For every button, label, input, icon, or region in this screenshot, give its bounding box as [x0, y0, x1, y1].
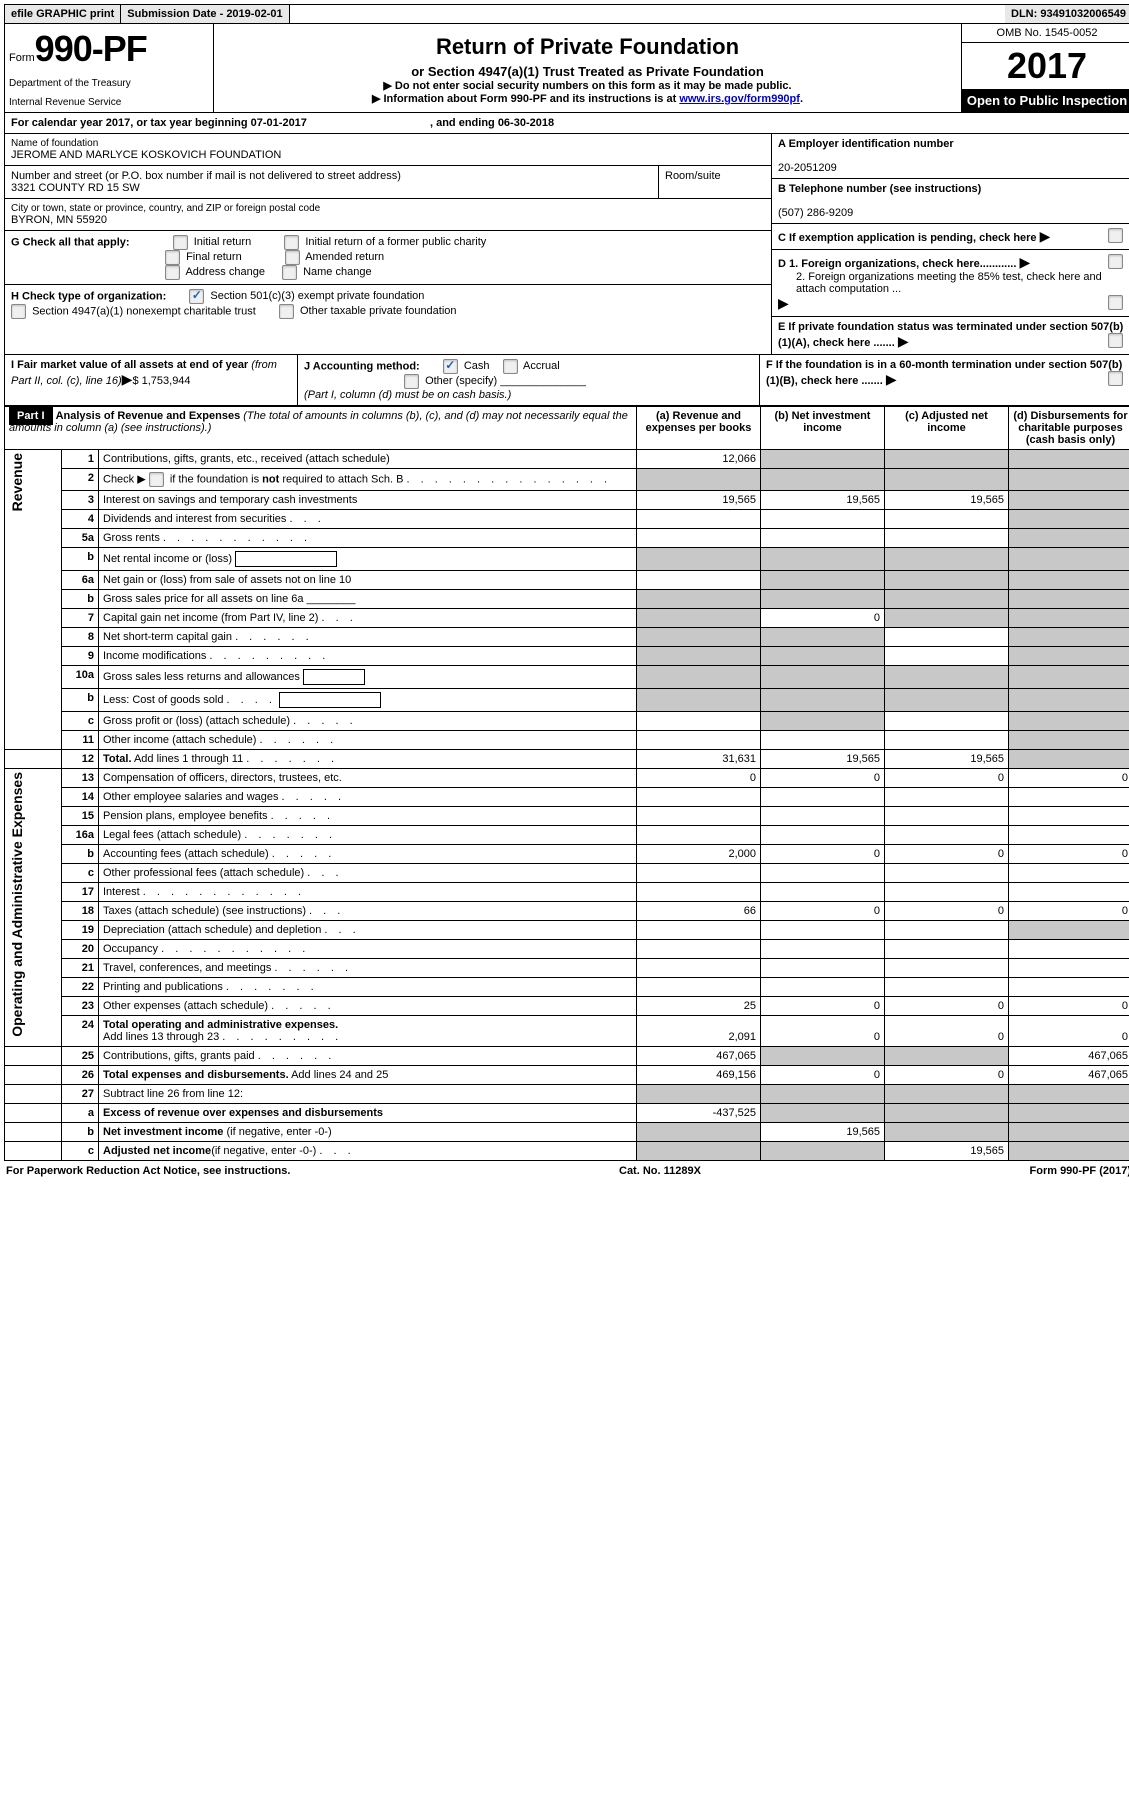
ein-cell: A Employer identification number 20-2051… — [772, 134, 1129, 179]
telephone-cell: B Telephone number (see instructions) (5… — [772, 179, 1129, 224]
foreign-85-checkbox[interactable] — [1108, 295, 1123, 310]
section-e: E If private foundation status was termi… — [772, 317, 1129, 354]
ein-value: 20-2051209 — [778, 162, 837, 174]
section-h: H Check type of organization: Section 50… — [5, 285, 771, 323]
section-i: I Fair market value of all assets at end… — [5, 355, 298, 405]
other-method-checkbox[interactable] — [404, 374, 419, 389]
form-ref: Form 990-PF (2017) — [1030, 1165, 1129, 1177]
instructions-note: ▶ Information about Form 990-PF and its … — [220, 92, 955, 105]
form-number: 990-PF — [35, 28, 147, 69]
cash-checkbox[interactable] — [443, 359, 458, 374]
initial-return-former-checkbox[interactable] — [284, 235, 299, 250]
section-f: F If the foundation is in a 60-month ter… — [760, 355, 1129, 405]
city-state-zip: BYRON, MN 55920 — [11, 214, 765, 226]
fmv-value: $ 1,753,944 — [132, 375, 190, 387]
page-footer: For Paperwork Reduction Act Notice, see … — [4, 1161, 1129, 1181]
street-address: 3321 COUNTY RD 15 SW — [11, 182, 652, 194]
part1-table: Part I Analysis of Revenue and Expenses … — [4, 406, 1129, 1161]
sch-b-checkbox[interactable] — [149, 472, 164, 487]
open-to-public: Open to Public Inspection — [962, 89, 1129, 112]
foundation-name-cell: Name of foundation JEROME AND MARLYCE KO… — [5, 134, 771, 166]
omb-number: OMB No. 1545-0052 — [962, 24, 1129, 43]
col-c-header: (c) Adjusted net income — [885, 407, 1009, 450]
info-left: Name of foundation JEROME AND MARLYCE KO… — [5, 134, 771, 354]
foundation-name: JEROME AND MARLYCE KOSKOVICH FOUNDATION — [11, 149, 765, 161]
info-right: A Employer identification number 20-2051… — [771, 134, 1129, 354]
dept-treasury: Department of the Treasury — [9, 78, 209, 89]
ssn-note: ▶ Do not enter social security numbers o… — [220, 79, 955, 92]
section-ijf: I Fair market value of all assets at end… — [4, 355, 1129, 406]
section-j: J Accounting method: Cash Accrual Other … — [298, 355, 760, 405]
4947-checkbox[interactable] — [11, 304, 26, 319]
paperwork-notice: For Paperwork Reduction Act Notice, see … — [6, 1165, 290, 1177]
cat-no: Cat. No. 11289X — [619, 1165, 701, 1177]
initial-return-checkbox[interactable] — [173, 235, 188, 250]
60month-checkbox[interactable] — [1108, 371, 1123, 386]
calendar-year-row: For calendar year 2017, or tax year begi… — [4, 113, 1129, 134]
name-change-checkbox[interactable] — [282, 265, 297, 280]
foreign-org-checkbox[interactable] — [1108, 254, 1123, 269]
section-c: C If exemption application is pending, c… — [772, 224, 1129, 250]
address-change-checkbox[interactable] — [165, 265, 180, 280]
form-title: Return of Private Foundation — [220, 34, 955, 60]
section-d: D 1. Foreign organizations, check here..… — [772, 250, 1129, 317]
form-subtitle: or Section 4947(a)(1) Trust Treated as P… — [220, 64, 955, 79]
exemption-pending-checkbox[interactable] — [1108, 228, 1123, 243]
final-return-checkbox[interactable] — [165, 250, 180, 265]
form-header: Form990-PF Department of the Treasury In… — [4, 24, 1129, 113]
section-g: G Check all that apply: Initial return I… — [5, 231, 771, 285]
expenses-label: Operating and Administrative Expenses — [9, 772, 25, 1037]
status-terminated-checkbox[interactable] — [1108, 333, 1123, 348]
city-cell: City or town, state or province, country… — [5, 199, 771, 231]
instructions-link[interactable]: www.irs.gov/form990pf — [679, 93, 800, 105]
col-d-header: (d) Disbursements for charitable purpose… — [1009, 407, 1129, 450]
header-left: Form990-PF Department of the Treasury In… — [5, 24, 214, 112]
info-grid: Name of foundation JEROME AND MARLYCE KO… — [4, 134, 1129, 355]
dln: DLN: 93491032006549 — [1005, 5, 1129, 23]
501c3-checkbox[interactable] — [189, 289, 204, 304]
tax-year: 2017 — [962, 43, 1129, 89]
telephone-value: (507) 286-9209 — [778, 207, 853, 219]
other-taxable-checkbox[interactable] — [279, 304, 294, 319]
efile-label: efile GRAPHIC print — [5, 5, 121, 23]
header-center: Return of Private Foundation or Section … — [214, 24, 961, 112]
header-right: OMB No. 1545-0052 2017 Open to Public In… — [961, 24, 1129, 112]
address-cell: Number and street (or P.O. box number if… — [5, 166, 771, 199]
revenue-label: Revenue — [9, 453, 25, 511]
submission-date: Submission Date - 2019-02-01 — [121, 5, 289, 23]
amended-return-checkbox[interactable] — [285, 250, 300, 265]
dept-irs: Internal Revenue Service — [9, 97, 209, 108]
form-prefix: Form — [9, 52, 35, 64]
accrual-checkbox[interactable] — [503, 359, 518, 374]
col-b-header: (b) Net investment income — [761, 407, 885, 450]
col-a-header: (a) Revenue and expenses per books — [637, 407, 761, 450]
top-bar: efile GRAPHIC print Submission Date - 20… — [4, 4, 1129, 24]
